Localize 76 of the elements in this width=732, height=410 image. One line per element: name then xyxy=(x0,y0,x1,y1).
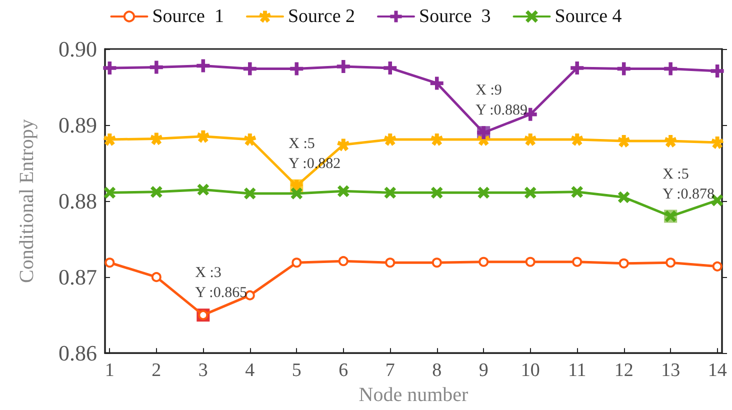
point xyxy=(478,256,489,267)
point xyxy=(384,133,396,146)
x-tick-label: 11 xyxy=(568,360,586,382)
point xyxy=(711,136,724,149)
point xyxy=(524,187,536,198)
point xyxy=(384,187,396,198)
point xyxy=(151,272,162,282)
x-tick-label: 13 xyxy=(661,360,680,382)
point xyxy=(712,261,722,272)
x-tick-label: 9 xyxy=(478,360,488,382)
point xyxy=(150,186,162,198)
point xyxy=(104,133,116,146)
point xyxy=(618,134,630,147)
point xyxy=(292,258,302,268)
y-axis-title: Conditional Entropy xyxy=(16,119,38,283)
point xyxy=(430,76,444,90)
point xyxy=(430,133,443,146)
point xyxy=(338,186,349,197)
point xyxy=(338,256,348,266)
point xyxy=(524,133,536,146)
y-tick-label: 0.89 xyxy=(58,112,97,138)
point xyxy=(432,258,442,268)
point xyxy=(664,62,678,76)
point xyxy=(664,134,677,147)
point xyxy=(150,60,163,74)
point xyxy=(244,133,256,146)
x-tick-label: 4 xyxy=(245,360,256,382)
y-tick-label: 0.90 xyxy=(58,36,97,62)
point xyxy=(290,62,304,76)
point xyxy=(431,187,442,198)
point xyxy=(618,192,630,203)
point xyxy=(197,130,210,142)
x-tick-label: 6 xyxy=(338,360,348,382)
point xyxy=(103,62,116,75)
x-tick-label: 10 xyxy=(520,360,540,382)
x-tick-label: 5 xyxy=(292,360,302,382)
point xyxy=(150,132,162,145)
annotation: X :3 Y :0.865 xyxy=(195,265,248,302)
legend-label: Source 3 xyxy=(419,6,491,27)
point xyxy=(244,188,256,199)
y-tick-label: 0.88 xyxy=(58,188,97,214)
point xyxy=(617,62,630,76)
legend-label: Source 2 xyxy=(288,6,356,27)
point xyxy=(337,138,350,151)
point xyxy=(196,59,210,72)
x-tick-label: 8 xyxy=(432,360,442,382)
point xyxy=(570,62,584,75)
point xyxy=(571,133,584,146)
x-tick-label: 14 xyxy=(708,360,728,382)
point xyxy=(243,62,256,76)
x-tick-label: 7 xyxy=(385,360,395,382)
point xyxy=(478,187,490,198)
x-axis-title: Node number xyxy=(358,384,469,406)
point xyxy=(104,258,115,268)
point xyxy=(525,256,536,267)
point xyxy=(666,258,676,268)
point xyxy=(291,188,302,199)
point xyxy=(198,184,209,196)
legend-label: Source 1 xyxy=(152,6,224,27)
annotation: X :5 Y :0.878 xyxy=(662,166,715,202)
legend-label: Source 4 xyxy=(554,6,622,27)
annotation: X :9 Y :0.889 xyxy=(476,82,528,119)
point xyxy=(618,258,629,268)
x-tick-label: 2 xyxy=(152,360,162,382)
point xyxy=(572,256,582,267)
point xyxy=(104,187,116,198)
x-tick-label: 12 xyxy=(614,360,634,382)
x-tick-label: 3 xyxy=(198,360,208,382)
point xyxy=(384,62,397,75)
y-tick-label: 0.87 xyxy=(58,264,97,290)
point xyxy=(336,60,350,73)
x-tick-label: 1 xyxy=(104,360,114,382)
point xyxy=(572,186,583,198)
point xyxy=(710,64,724,78)
y-tick-label: 0.86 xyxy=(58,340,97,366)
point xyxy=(385,258,396,268)
